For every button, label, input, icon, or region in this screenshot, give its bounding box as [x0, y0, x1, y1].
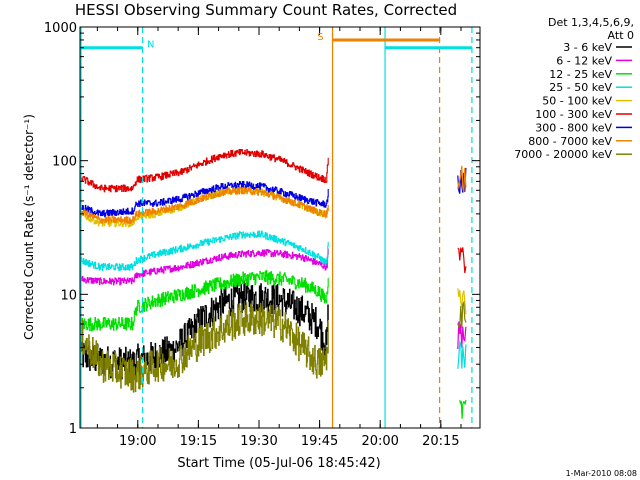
y-tick-label: 1000: [44, 21, 77, 36]
legend-entry-label: 3 - 6 keV: [563, 41, 612, 54]
legend-entry-label: 100 - 300 keV: [535, 108, 612, 121]
series-line-6-12-kev: [80, 248, 329, 286]
late-segment: [457, 339, 467, 369]
plot-area: [80, 27, 473, 428]
y-axis-label: Corrected Count Rate (s⁻¹ detector⁻¹): [22, 114, 36, 340]
series-line-100-300-kev: [80, 148, 329, 193]
series-line-7000-20000-kev: [80, 302, 329, 393]
late-segment: [457, 288, 467, 315]
series-line-12-25-kev: [80, 269, 329, 332]
legend-entry-label: 12 - 25 keV: [549, 68, 612, 81]
x-tick-label: 20:15: [422, 434, 459, 449]
legend-header: Det 1,3,4,5,6,9, Att 0: [548, 16, 634, 42]
chart-title: HESSI Observing Summary Count Rates, Cor…: [75, 1, 457, 19]
interval-label-n: N: [147, 40, 154, 51]
x-tick-label: 19:30: [240, 434, 277, 449]
late-segment: [459, 399, 467, 419]
series-line-25-50-kev: [80, 230, 329, 271]
legend-entry-label: 7000 - 20000 keV: [514, 148, 612, 161]
legend-entry-label: 6 - 12 keV: [556, 54, 612, 67]
legend-entry-label: 50 - 100 keV: [542, 95, 612, 108]
legend-entry-label: 25 - 50 keV: [549, 81, 612, 94]
series-line-3-6-kev: [80, 280, 329, 380]
x-axis-label: Start Time (05-Jul-06 18:45:42): [177, 456, 380, 471]
late-segment: [457, 247, 467, 274]
plot-frame: [79, 26, 481, 429]
y-tick-label: 10: [60, 288, 77, 303]
legend-entry-label: 800 - 7000 keV: [528, 135, 612, 148]
axes: 1 10 100 1000 19:00 19:15 19:30 19:45 20:00 20:15: [44, 21, 480, 449]
series-line-800-7000-kev: [80, 186, 329, 224]
legend-header-line-1: Det 1,3,4,5,6,9,: [548, 16, 634, 29]
interval-label-s: S: [317, 32, 323, 43]
x-tick-label: 19:15: [180, 434, 217, 449]
x-tick-label: 19:45: [301, 434, 338, 449]
x-tick-label: 19:00: [119, 434, 156, 449]
series-line-300-800-kev: [80, 180, 329, 218]
y-tick-label: 1: [69, 422, 77, 437]
legend-entry-label: 300 - 800 keV: [535, 121, 612, 134]
y-tick-label: 100: [52, 155, 77, 170]
x-tick-label: 20:00: [361, 434, 398, 449]
late-segment: [457, 300, 467, 329]
timestamp: 1-Mar-2010 08:08: [566, 469, 637, 478]
late-segment: [457, 165, 467, 193]
legend-header-line-2: Att 0: [608, 29, 634, 42]
